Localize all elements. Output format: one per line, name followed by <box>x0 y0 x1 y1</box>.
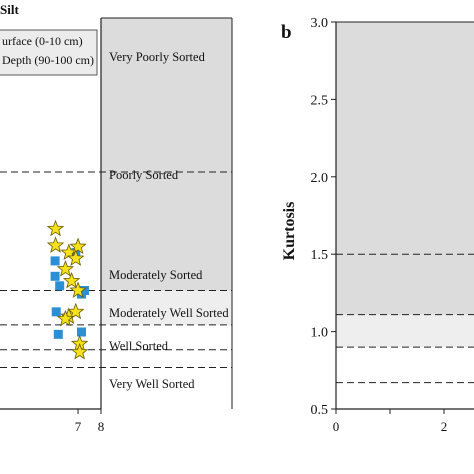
panel-b-boundaries <box>336 253 474 384</box>
star-point-6 <box>67 249 85 266</box>
class-label-well-sorted: Well Sorted <box>109 339 169 353</box>
panel-b-x-tick-label-2: 2 <box>441 419 448 434</box>
panel-b-y-tick-label-0: 0.5 <box>311 403 329 418</box>
class-label-poorly-sorted: Poorly Sorted <box>109 168 179 182</box>
square-point-5 <box>79 286 89 296</box>
panel-a-legend-box <box>0 29 98 76</box>
square-point-7 <box>53 329 63 339</box>
panel-a-x-tick-label-0: 7 <box>75 419 82 434</box>
panel-a-class-boundaries <box>0 171 232 369</box>
class-label-very-well-sorted: Very Well Sorted <box>109 377 195 391</box>
class-label-moderately-sorted: Moderately Sorted <box>109 268 203 282</box>
panel-b-region-light <box>336 314 474 348</box>
panel-a-points <box>46 219 89 360</box>
panel-b-label: b <box>281 22 292 43</box>
class-label-very-poorly-sorted: Very Poorly Sorted <box>109 50 206 64</box>
square-point-8 <box>76 327 86 337</box>
star-point-5 <box>62 271 81 289</box>
square-point-1 <box>50 271 60 281</box>
panel-a-legend-depth: Depth (90-100 cm) <box>2 53 94 67</box>
panel-b-y-tick-label-1: 1.0 <box>311 326 329 341</box>
square-point-6 <box>51 307 61 317</box>
panel-b-y-tick-label-3: 2.0 <box>311 171 329 186</box>
panel-b-y-axis-label: Kurtosis <box>281 202 298 261</box>
star-point-9 <box>67 302 85 320</box>
star-point-12 <box>70 343 89 360</box>
class-label-moderately-well-sorted: Moderately Well Sorted <box>109 306 229 320</box>
panel-b-y-tick-label-2: 1.5 <box>311 248 329 263</box>
square-point-2 <box>55 281 65 291</box>
panel-a-x-tick-label-1: 8 <box>98 419 105 434</box>
star-point-1 <box>46 236 65 253</box>
panel-a-header-label: Silt <box>0 2 19 17</box>
panel-b-y-tick-label-5: 3.0 <box>311 16 329 31</box>
square-point-0 <box>50 256 60 266</box>
panel-b-y-tick-label-4: 2.5 <box>311 93 329 108</box>
star-point-2 <box>56 260 75 277</box>
star-point-4 <box>69 237 87 255</box>
star-point-0 <box>46 219 65 237</box>
star-point-7 <box>69 281 87 298</box>
panel-b-y-ticks: 0.5 1.0 1.5 2.0 2.5 3.0 <box>311 16 336 418</box>
panel-b-region-dark <box>336 22 474 315</box>
star-point-10 <box>56 309 75 327</box>
panel-b-x-tick-label-0: 0 <box>333 419 340 434</box>
panel-a: Silt urface (0-10 cm) Depth (90-100 cm) … <box>0 2 233 434</box>
panel-a-legend-surface: urface (0-10 cm) <box>2 34 83 48</box>
